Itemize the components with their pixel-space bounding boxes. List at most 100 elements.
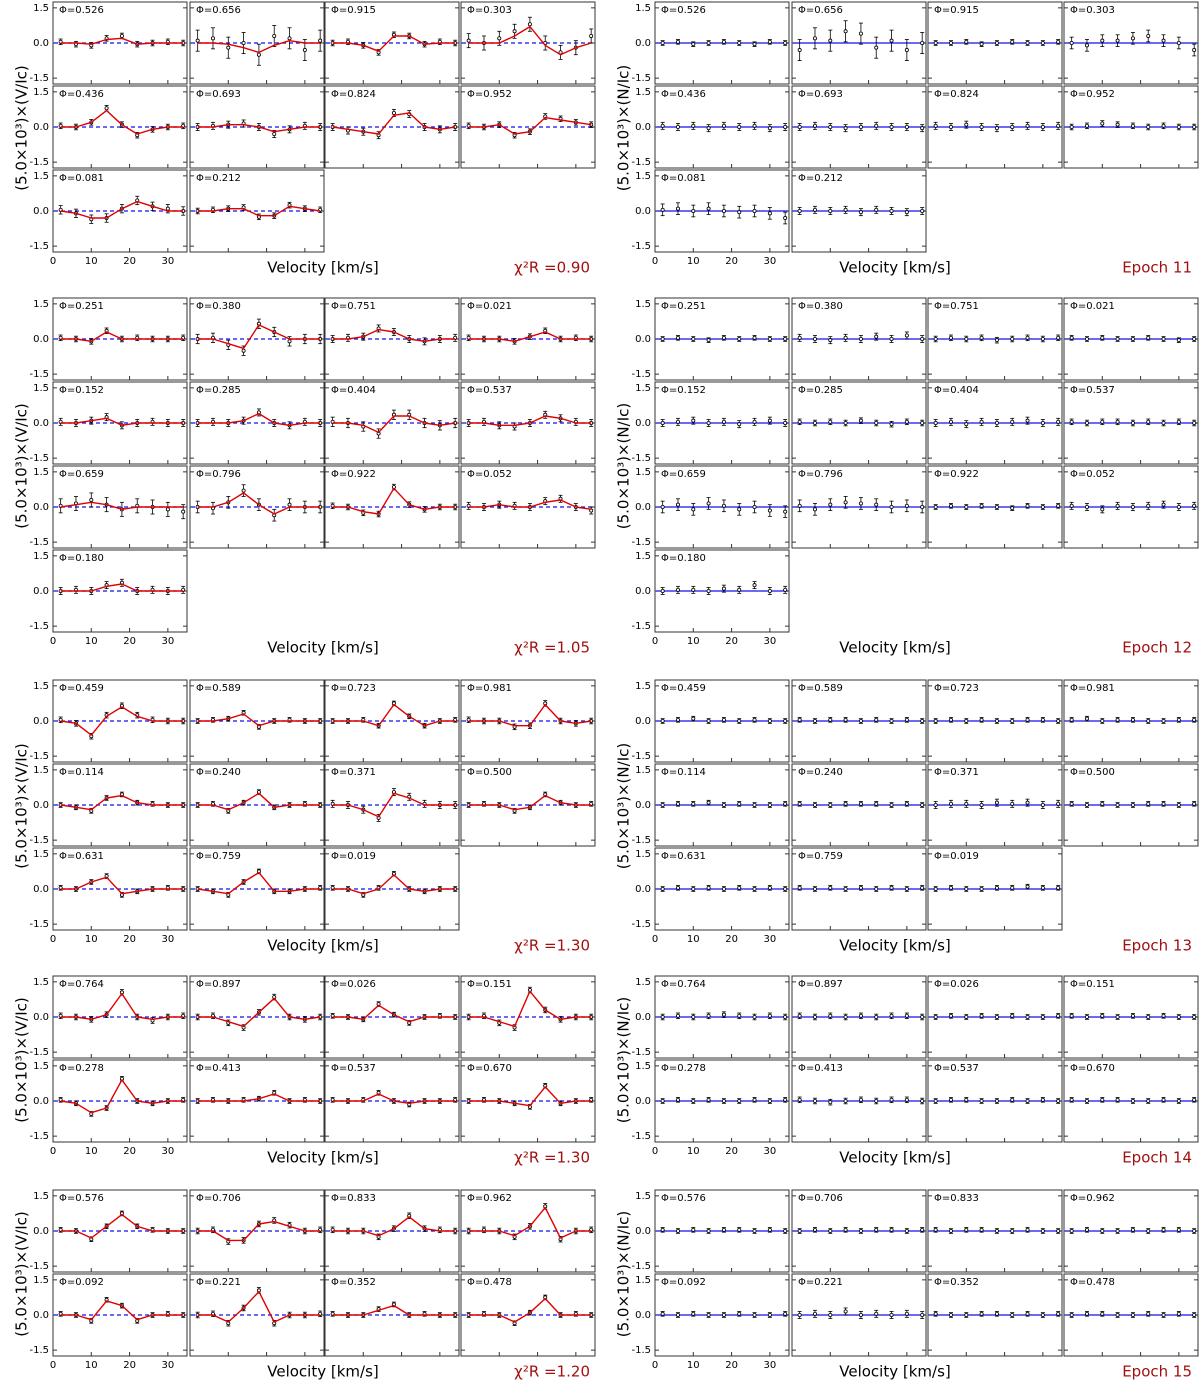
data-point — [722, 1013, 725, 1016]
y-tick-label: -1.5 — [631, 241, 651, 252]
panel: Φ=0.824 — [325, 86, 459, 168]
phase-label: Φ=0.576 — [661, 1193, 706, 1204]
data-point — [242, 489, 245, 492]
data-point — [738, 41, 741, 44]
data-point — [768, 40, 771, 43]
data-point — [738, 423, 741, 426]
data-point — [722, 587, 725, 590]
phase-label: Φ=0.796 — [798, 469, 843, 480]
panel: Φ=0.092 — [53, 1274, 187, 1356]
data-point — [1147, 34, 1150, 37]
data-point — [921, 1228, 924, 1231]
data-point — [1026, 41, 1029, 44]
data-point — [1070, 41, 1073, 44]
data-point — [166, 207, 169, 210]
panel: Φ=0.659 — [53, 466, 187, 548]
phase-label: Φ=0.459 — [59, 683, 104, 694]
data-point — [707, 421, 710, 424]
data-point — [166, 508, 169, 511]
x-tick-label: 0 — [652, 934, 658, 945]
data-point — [90, 498, 93, 501]
phase-label: Φ=0.026 — [331, 979, 376, 990]
data-point — [980, 718, 983, 721]
y-tick-label: -1.5 — [29, 537, 49, 548]
data-point — [1011, 507, 1014, 510]
model-curve — [61, 38, 184, 44]
data-point — [692, 1015, 695, 1018]
y-tick-label: 1.5 — [33, 1191, 49, 1202]
data-point — [965, 423, 968, 426]
data-point — [1041, 337, 1044, 340]
data-point — [980, 336, 983, 339]
data-point — [1101, 336, 1104, 339]
x-tick-label: 30 — [161, 1360, 174, 1371]
y-tick-label: 0.0 — [33, 38, 49, 49]
y-tick-label: -1.5 — [631, 1261, 651, 1272]
phase-label: Φ=0.537 — [934, 1063, 979, 1074]
data-point — [661, 719, 664, 722]
x-tick-label: 30 — [161, 1146, 174, 1157]
panel: Φ=0.459 — [655, 680, 789, 762]
panel: Φ=0.656 — [792, 2, 926, 84]
data-point — [1162, 39, 1165, 42]
y-tick-label: 0.0 — [635, 800, 651, 811]
data-point — [784, 421, 787, 424]
panel: Φ=0.670 — [1064, 1060, 1198, 1142]
data-point — [980, 887, 983, 890]
data-point — [859, 419, 862, 422]
data-point — [1162, 802, 1165, 805]
panel: Φ=0.221 — [190, 1274, 324, 1356]
model-curve — [61, 994, 184, 1020]
caption: Epoch 14 — [1122, 1149, 1192, 1167]
data-point — [692, 508, 695, 511]
data-point — [905, 887, 908, 890]
data-point — [1177, 505, 1180, 508]
data-point — [890, 1098, 893, 1101]
phase-label: Φ=0.952 — [1070, 89, 1115, 100]
y-tick-label: 1.5 — [635, 765, 651, 776]
y-tick-label: 1.5 — [635, 681, 651, 692]
y-tick-label: 1.5 — [635, 977, 651, 988]
y-tick-label: 0.0 — [635, 122, 651, 133]
data-point — [105, 107, 108, 110]
phase-label: Φ=0.693 — [798, 89, 843, 100]
data-point — [934, 719, 937, 722]
data-point — [798, 1229, 801, 1232]
data-point — [1116, 123, 1119, 126]
model-curve — [333, 488, 456, 514]
data-point — [1011, 886, 1014, 889]
data-point — [722, 209, 725, 212]
panel: Φ=0.952 — [461, 86, 595, 168]
panel: Φ=0.303 — [461, 2, 595, 84]
phase-label: Φ=0.981 — [467, 683, 512, 694]
data-point — [934, 505, 937, 508]
model-curve — [469, 332, 592, 341]
data-point — [905, 420, 908, 423]
data-point — [995, 886, 998, 889]
data-point — [1101, 1229, 1104, 1232]
y-tick-label: 0.0 — [635, 716, 651, 727]
data-point — [768, 1014, 771, 1017]
data-point — [1131, 1228, 1134, 1231]
phase-label: Φ=0.723 — [331, 683, 376, 694]
data-point — [844, 336, 847, 339]
data-point — [768, 212, 771, 215]
data-point — [813, 124, 816, 127]
data-point — [1131, 124, 1134, 127]
panel: Φ=0.019 — [928, 848, 1062, 930]
panel: Φ=0.500 — [1064, 764, 1198, 846]
y-tick-label: 0.0 — [33, 1012, 49, 1023]
data-point — [921, 41, 924, 44]
data-point — [813, 421, 816, 424]
data-point — [859, 719, 862, 722]
caption: χ²R =1.30 — [514, 1149, 590, 1167]
phase-label: Φ=0.981 — [1070, 683, 1115, 694]
panel: Φ=0.915 — [325, 2, 459, 84]
data-point — [829, 209, 832, 212]
x-axis-label: Velocity [km/s] — [839, 937, 950, 955]
data-point — [1085, 1015, 1088, 1018]
data-point — [707, 719, 710, 722]
data-point — [1193, 337, 1196, 340]
data-point — [1177, 420, 1180, 423]
data-point — [692, 717, 695, 720]
